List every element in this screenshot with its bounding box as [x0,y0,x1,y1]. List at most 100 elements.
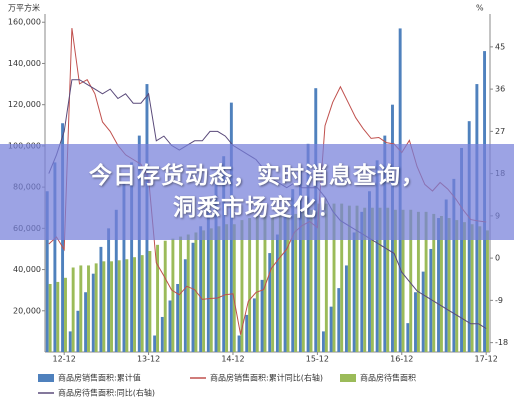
legend-label: 商品房销售面积:累计值 [58,373,141,383]
bar [340,203,344,352]
bar [437,218,440,352]
x-tick-label: 17-12 [475,355,498,364]
bar [160,316,164,352]
bar [168,300,172,352]
bar [255,215,259,352]
bar [444,199,448,352]
y2-tick-label: 45 [495,42,505,51]
bar [298,168,302,352]
bar [263,215,267,352]
y-tick-label: 40,000 [13,265,41,274]
bar [406,323,410,352]
bar [91,273,95,352]
bar [324,203,328,352]
bar [191,242,195,352]
bar [71,267,75,352]
bar [206,201,210,352]
bar [416,211,420,352]
bar [79,265,83,352]
bar [470,224,474,352]
x-tick-label: 12-12 [53,355,76,364]
legend-swatch [340,374,356,382]
bar [478,226,482,352]
bar [125,259,129,352]
bar [45,191,49,352]
bar [156,244,160,352]
x-tick-label: 16-12 [390,355,413,364]
bar [130,162,134,352]
bar [99,246,103,352]
bar [329,306,333,352]
bar [199,226,203,352]
promo-banner: 今日存货动态，实时消息查询， 洞悉市场变化！ [0,144,514,240]
bar [183,259,187,352]
bar [363,207,367,352]
bar [245,314,249,352]
y2-tick-label: -18 [495,338,508,347]
y2-tick-label: -9 [495,296,503,305]
bar [375,160,379,352]
bar [370,207,374,352]
bar [107,228,111,352]
bar [56,281,60,352]
bar [163,240,167,352]
banner-line: 洞悉市场变化！ [173,195,341,221]
bar [237,335,241,352]
bar [110,261,113,352]
bar [202,230,206,352]
bar [179,236,183,352]
bar [360,211,364,352]
bar [278,215,282,352]
bar [321,331,325,352]
bar [344,265,348,352]
y-tick-label: 120,000 [8,100,41,109]
bar [421,271,425,352]
bar [48,283,52,352]
bar [117,260,121,352]
banner-line: 今日存货动态，实时消息查询， [89,163,425,189]
bar [271,215,275,352]
bar [439,215,443,352]
bar [248,218,252,352]
bar [393,209,397,352]
bar [122,183,126,352]
bar [217,226,221,352]
bar [222,156,226,352]
y2-tick-label: 0 [495,254,500,263]
legend-swatch [38,374,54,382]
bar [209,228,213,352]
bar [214,180,218,352]
y2-unit: % [476,4,484,13]
bar [486,230,489,352]
bar [87,265,90,352]
bar [252,298,256,352]
x-tick-label: 13-12 [137,355,160,364]
bar [294,213,298,352]
bar [53,162,57,352]
bar [194,232,198,352]
bar [460,147,463,352]
bar [429,248,433,352]
bar [232,224,236,352]
legend-label: 商品房待售面积:同比(右轴) [58,388,155,398]
bar [347,205,351,352]
bar [286,213,290,352]
bar [409,209,413,352]
bar [283,215,287,352]
bar [153,335,157,352]
bar [452,178,456,352]
bar [309,209,313,352]
bar [225,224,229,352]
bar [337,288,341,352]
bar [447,218,451,352]
bar [76,310,80,352]
bar [68,331,72,352]
bar [355,205,359,352]
y2-tick-label: 36 [495,85,505,94]
bar [186,234,190,352]
bar [301,211,305,352]
bar [306,143,310,352]
bar [378,207,382,352]
bar [291,189,295,352]
